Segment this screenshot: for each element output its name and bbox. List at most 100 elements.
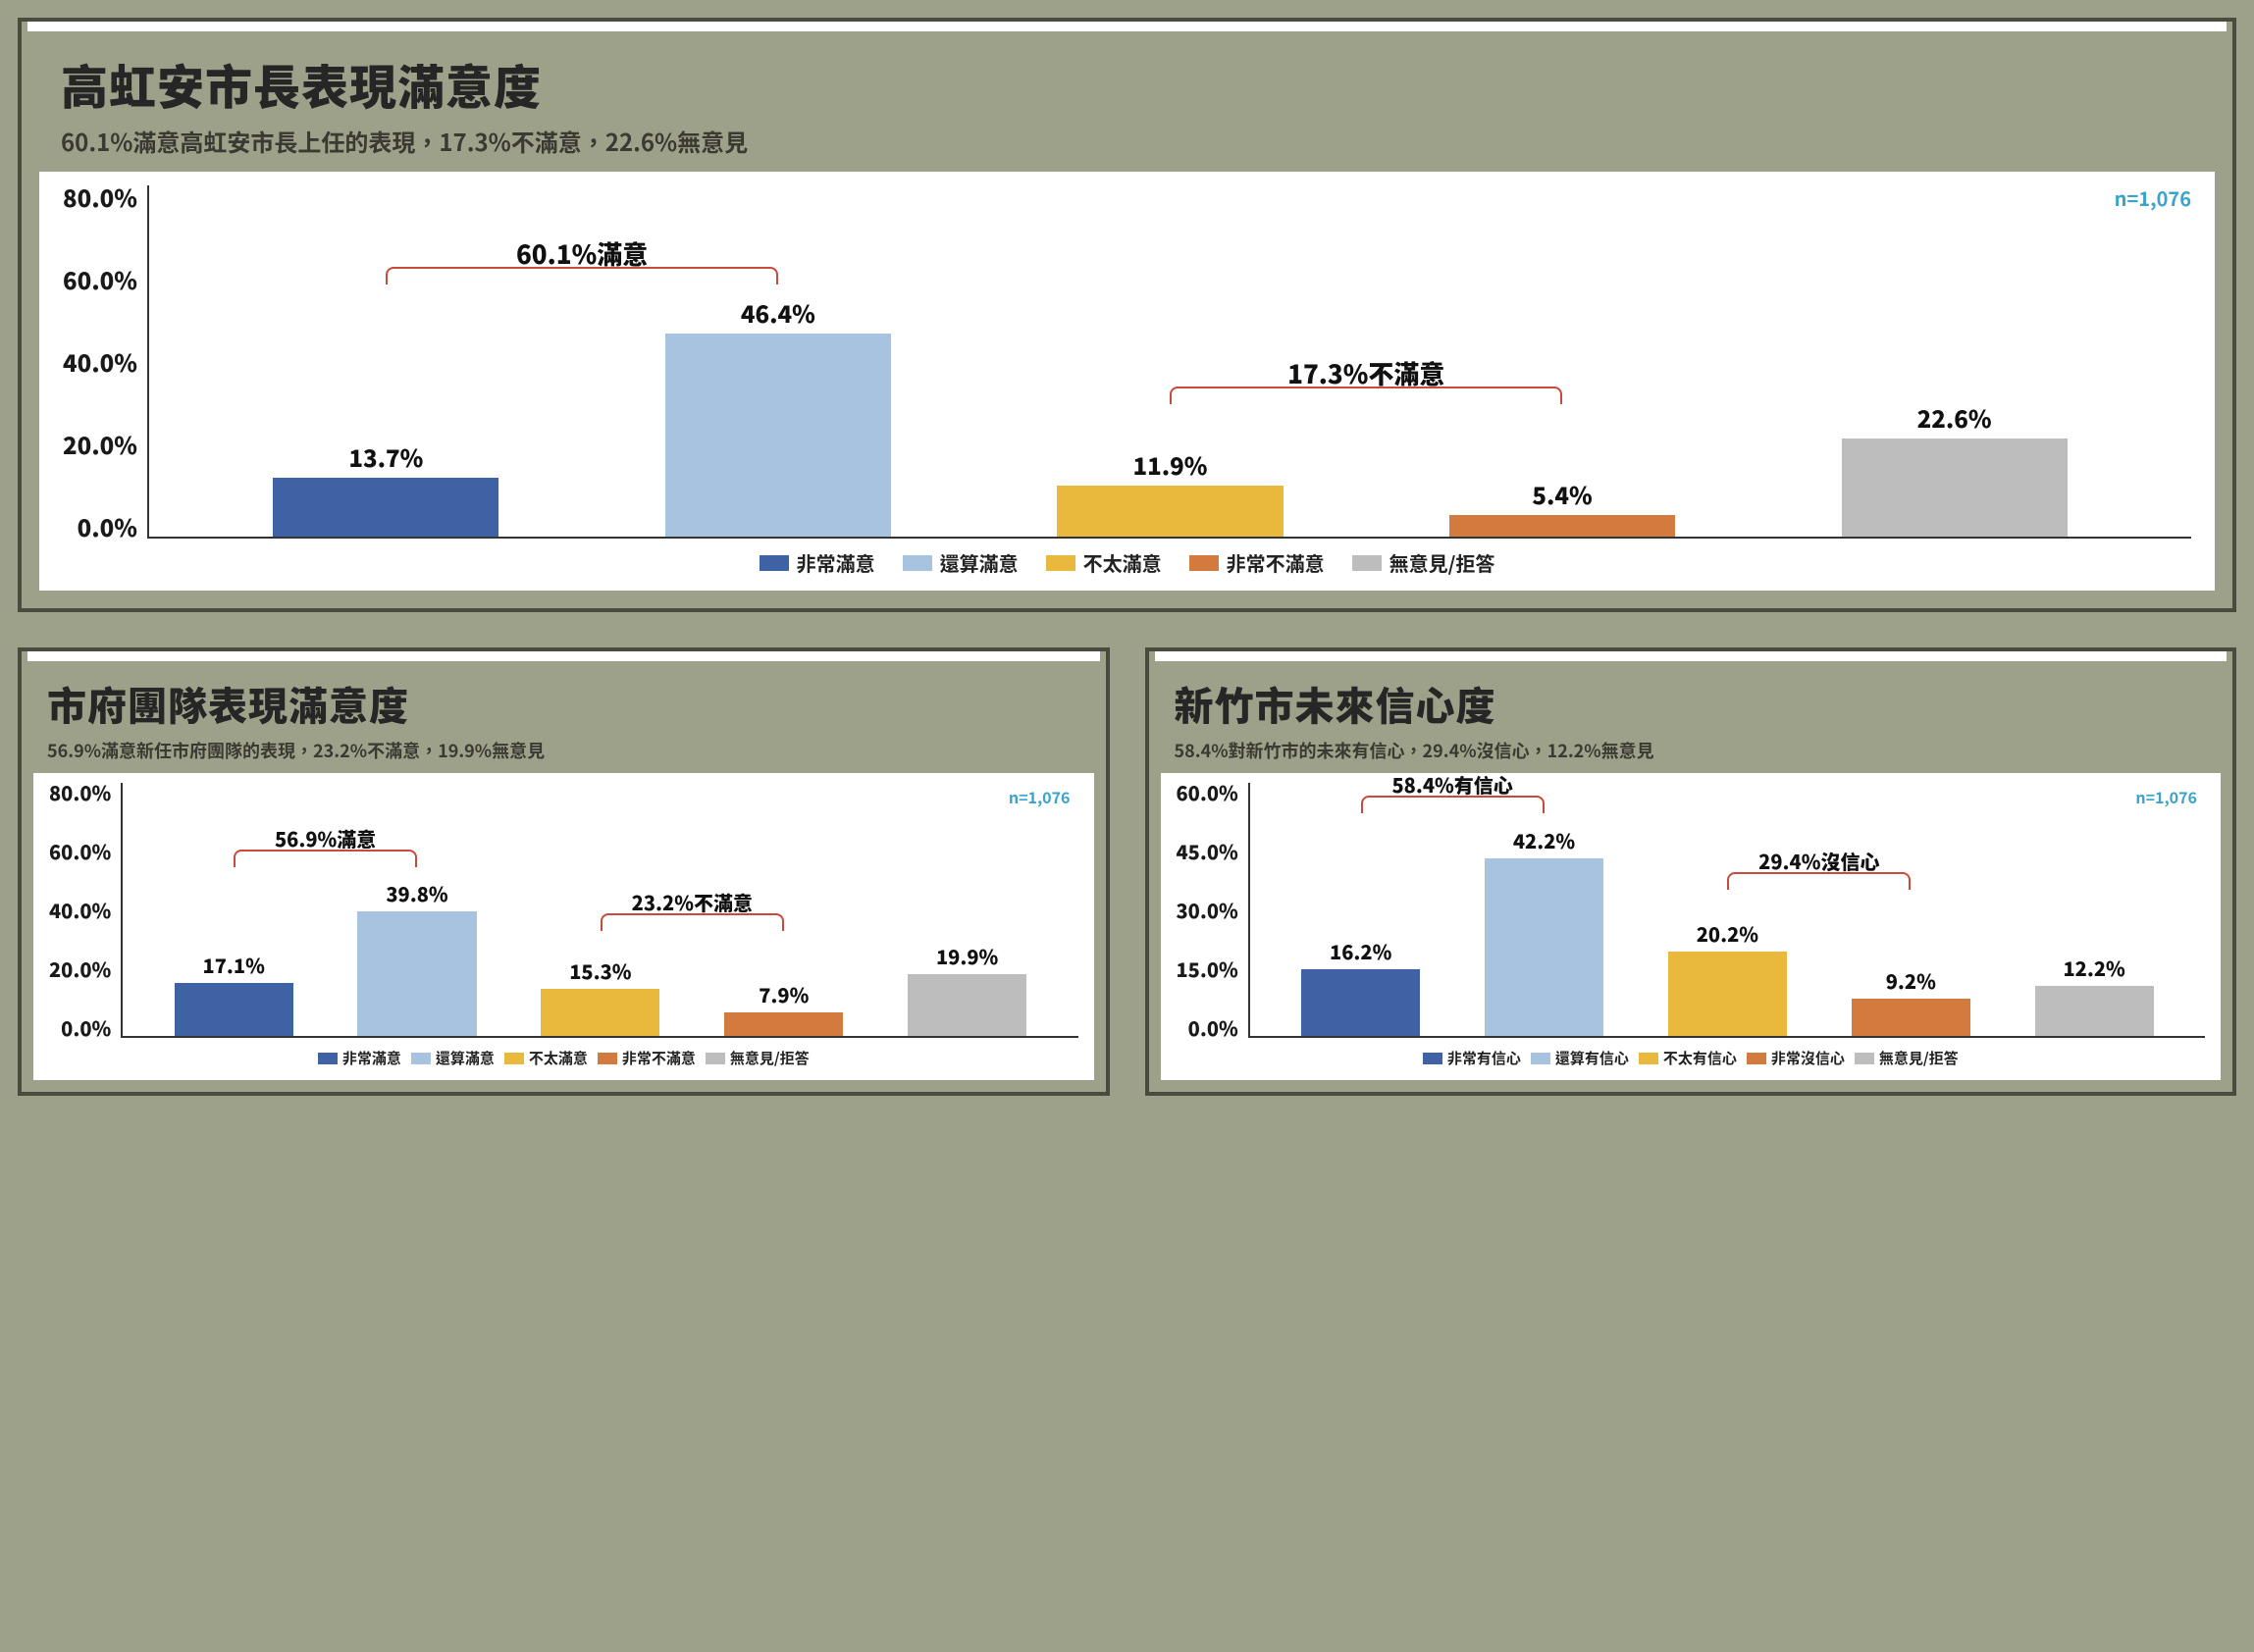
bar [1852,999,1970,1038]
bar-column: 7.9% [702,980,866,1038]
bar-column: 12.2% [2012,954,2176,1038]
bar-value-label: 42.2% [1513,826,1575,854]
bracket-label: 56.9%滿意 [275,824,376,852]
bar [665,334,891,539]
legend-label: 非常不滿意 [1227,548,1325,577]
legend-swatch [1423,1053,1442,1064]
grouping-bracket: 56.9%滿意 [234,850,417,867]
bar-column: 19.9% [885,942,1050,1038]
grouping-bracket: 23.2%不滿意 [601,913,784,931]
legend-item: 非常不滿意 [1189,548,1325,577]
bar-column: 11.9% [1014,447,1328,539]
legend-label: 不太滿意 [1083,548,1162,577]
bar-value-label: 5.4% [1532,477,1592,511]
panel-title: 市府團隊表現滿意度 [47,675,1080,732]
legend-swatch [1189,555,1219,571]
legend-label: 還算滿意 [436,1048,495,1068]
legend: 非常滿意 還算滿意 不太滿意 非常不滿意 無意見/拒答 [63,539,2191,581]
bar-value-label: 16.2% [1330,937,1391,965]
legend-swatch [1747,1053,1766,1064]
bar-column: 9.2% [1828,966,1993,1038]
legend-item: 非常滿意 [318,1048,401,1068]
y-tick-label: 20.0% [49,959,111,979]
panel-subtitle: 60.1%滿意高虹安市長上任的表現，17.3%不滿意，22.6%無意見 [61,124,2193,158]
legend-label: 還算有信心 [1555,1048,1629,1068]
bar-value-label: 19.9% [936,942,998,970]
legend-item: 非常不滿意 [598,1048,696,1068]
plot-area: 17.1%39.8%15.3%7.9%19.9% 56.9%滿意23.2%不滿意 [121,783,1077,1038]
bar [175,983,293,1038]
legend: 非常滿意還算滿意不太滿意非常不滿意無意見/拒答 [49,1038,1078,1072]
legend-swatch [1855,1053,1874,1064]
bar-value-label: 7.9% [759,980,809,1008]
legend-item: 還算滿意 [411,1048,495,1068]
y-tick-label: 40.0% [63,350,137,374]
bar-column: 16.2% [1279,937,1443,1038]
panel-title: 新竹市未來信心度 [1175,675,2208,732]
panel-topbar [1155,651,2228,661]
bar-column: 13.7% [230,439,544,539]
legend-label: 不太滿意 [529,1048,588,1068]
bar-value-label: 13.7% [348,439,423,474]
legend-swatch [598,1053,617,1064]
legend-label: 無意見/拒答 [1879,1048,1959,1068]
legend-item: 還算滿意 [903,548,1019,577]
legend-swatch [411,1053,431,1064]
legend-item: 不太有信心 [1639,1048,1737,1068]
grouping-bracket: 17.3%不滿意 [1170,387,1562,404]
legend-label: 非常滿意 [797,548,875,577]
bracket-label: 60.1%滿意 [516,235,648,272]
chart-box: n=1,076 60.0%45.0%30.0%15.0%0.0% 16.2%42… [1161,773,2222,1080]
legend-label: 非常滿意 [342,1048,401,1068]
bar-column: 42.2% [1461,826,1626,1038]
legend-swatch [1352,555,1382,571]
bar [1301,969,1420,1038]
legend-item: 無意見/拒答 [1352,548,1495,577]
bar [724,1012,843,1038]
grouping-bracket: 60.1%滿意 [386,267,778,284]
chart-box: n=1,076 80.0%60.0%40.0%20.0%0.0% 17.1%39… [33,773,1094,1080]
bar-value-label: 20.2% [1697,919,1758,948]
legend-swatch [1531,1053,1550,1064]
legend-label: 還算滿意 [940,548,1019,577]
bracket-label: 29.4%沒信心 [1758,847,1879,875]
y-tick-label: 60.0% [49,842,111,861]
legend-item: 非常沒信心 [1747,1048,1845,1068]
y-tick-label: 60.0% [63,268,137,291]
y-tick-label: 20.0% [63,433,137,456]
y-tick-label: 45.0% [1177,842,1238,861]
panel-title: 高虹安市長表現滿意度 [61,49,2193,118]
grouping-bracket: 29.4%沒信心 [1727,872,1911,890]
bar [1485,858,1603,1038]
legend-swatch [318,1053,338,1064]
bar-value-label: 15.3% [569,956,631,985]
bar [1842,439,2068,539]
bar-column: 17.1% [151,951,316,1038]
legend-label: 不太有信心 [1663,1048,1737,1068]
panel-team-approval: 市府團隊表現滿意度 56.9%滿意新任市府團隊的表現，23.2%不滿意，19.9… [18,647,1110,1096]
legend-label: 非常沒信心 [1771,1048,1845,1068]
legend-label: 非常有信心 [1447,1048,1521,1068]
y-tick-label: 60.0% [1177,783,1238,802]
bar-value-label: 12.2% [2063,954,2124,982]
legend-swatch [504,1053,524,1064]
panel-topbar [27,22,2227,31]
bar [2035,986,2154,1038]
y-tick-label: 15.0% [1177,959,1238,979]
bar [1668,952,1787,1038]
y-axis: 80.0%60.0%40.0%20.0%0.0% [49,783,121,1038]
y-axis: 80.0%60.0%40.0%20.0%0.0% [63,185,147,539]
bar-value-label: 11.9% [1132,447,1207,482]
bar-value-label: 46.4% [741,295,815,330]
legend-label: 無意見/拒答 [1389,548,1495,577]
panel-subtitle: 56.9%滿意新任市府團隊的表現，23.2%不滿意，19.9%無意見 [47,738,1080,763]
plot-area: 13.7%46.4%11.9%5.4%22.6% 60.1%滿意17.3%不滿意 [147,185,2191,539]
legend: 非常有信心 還算有信心 不太有信心 非常沒信心 無意見/拒答 [1177,1038,2206,1072]
bar-value-label: 9.2% [1886,966,1936,995]
grouping-bracket: 58.4%有信心 [1361,796,1545,813]
legend-item: 無意見/拒答 [1855,1048,1959,1068]
bar [273,478,498,539]
bar [357,911,476,1038]
y-tick-label: 0.0% [78,515,137,539]
legend-item: 不太滿意 [1046,548,1162,577]
